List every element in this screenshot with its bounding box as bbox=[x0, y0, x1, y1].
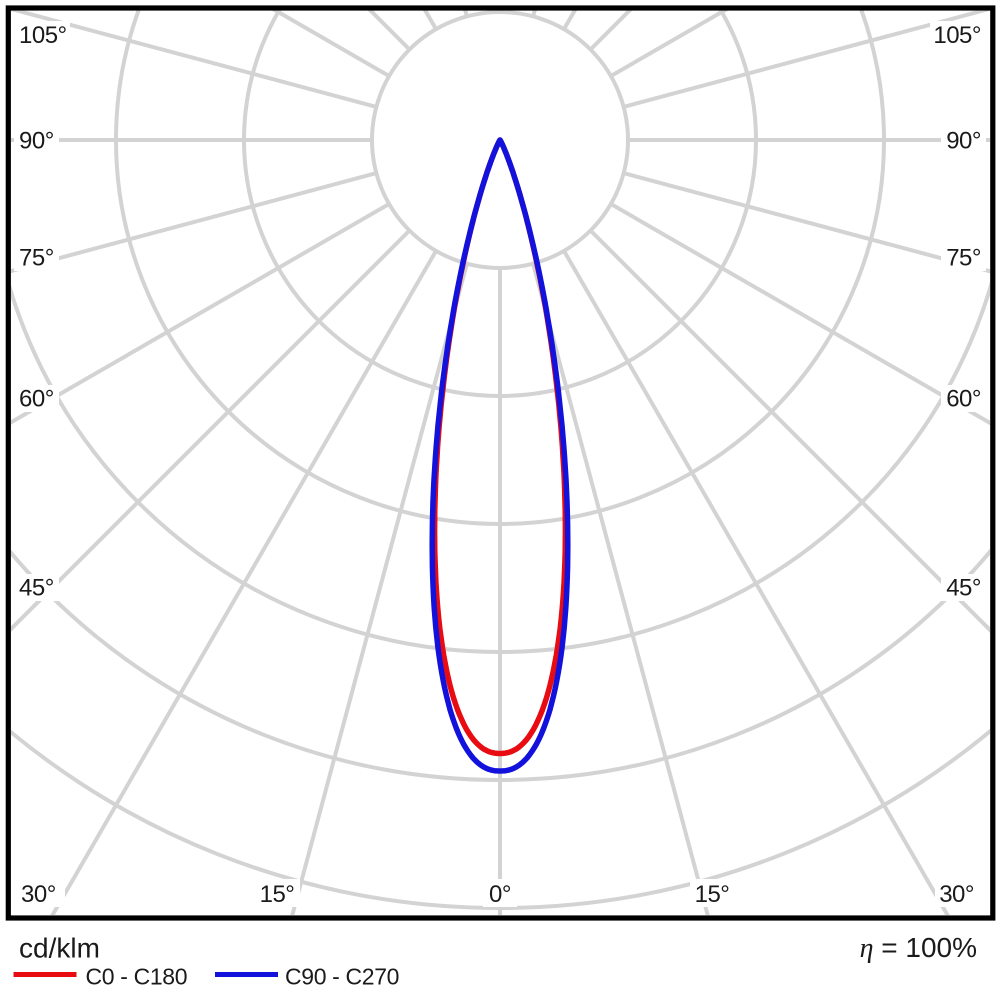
svg-text:105°: 105° bbox=[19, 22, 67, 49]
svg-text:60°: 60° bbox=[19, 386, 54, 413]
svg-text:C90 - C270: C90 - C270 bbox=[285, 964, 399, 990]
svg-text:0°: 0° bbox=[489, 881, 511, 908]
svg-text:45°: 45° bbox=[19, 575, 54, 602]
svg-text:30°: 30° bbox=[939, 881, 974, 908]
svg-text:75°: 75° bbox=[19, 245, 54, 272]
svg-text:60°: 60° bbox=[946, 386, 981, 413]
svg-text:cd/klm: cd/klm bbox=[19, 933, 100, 964]
svg-text:30°: 30° bbox=[21, 881, 56, 908]
svg-text:90°: 90° bbox=[19, 128, 54, 155]
svg-text:15°: 15° bbox=[260, 881, 295, 908]
svg-text:15°: 15° bbox=[695, 881, 730, 908]
svg-text:75°: 75° bbox=[946, 245, 981, 272]
svg-text:η = 100%: η = 100% bbox=[860, 932, 977, 964]
svg-text:105°: 105° bbox=[933, 22, 981, 49]
svg-text:90°: 90° bbox=[946, 128, 981, 155]
svg-text:C0 - C180: C0 - C180 bbox=[86, 964, 188, 990]
svg-text:45°: 45° bbox=[946, 575, 981, 602]
